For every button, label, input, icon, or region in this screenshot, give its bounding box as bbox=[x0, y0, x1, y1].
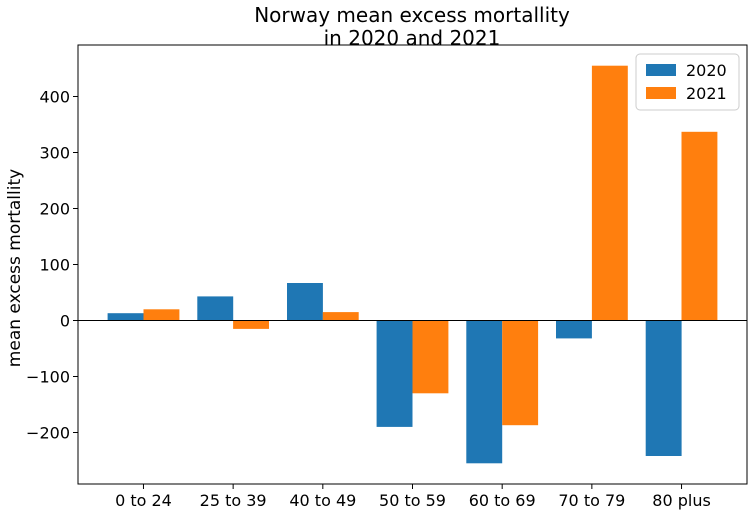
legend-swatch-2020 bbox=[646, 64, 676, 76]
bar-2021-5 bbox=[591, 65, 628, 321]
y-axis-label: mean excess mortallity bbox=[5, 169, 25, 367]
x-tick-label: 40 to 49 bbox=[289, 491, 356, 510]
chart-title-line-2: in 2020 and 2021 bbox=[324, 26, 501, 50]
bar-2021-1 bbox=[233, 320, 269, 329]
bars-group bbox=[107, 65, 718, 464]
legend-swatch-2021 bbox=[646, 87, 676, 99]
legend-label-2021: 2021 bbox=[686, 84, 727, 103]
y-tick-label: 0 bbox=[60, 311, 70, 330]
bar-2021-2 bbox=[322, 312, 359, 321]
bar-2020-3 bbox=[376, 320, 413, 427]
bar-2020-0 bbox=[107, 313, 144, 321]
x-tick-label: 70 to 79 bbox=[558, 491, 625, 510]
x-tick-label: 50 to 59 bbox=[379, 491, 446, 510]
bar-2020-2 bbox=[287, 283, 323, 321]
y-tick-label: 200 bbox=[39, 200, 70, 219]
bar-2021-6 bbox=[681, 131, 718, 321]
legend-label-2020: 2020 bbox=[686, 61, 727, 80]
x-tick-label: 25 to 39 bbox=[200, 491, 267, 510]
x-axis: 0 to 24 25 to 39 40 to 49 50 to 59 60 to 69 7… bbox=[115, 484, 711, 510]
bar-2020-6 bbox=[645, 320, 682, 456]
x-tick-label: 60 to 69 bbox=[469, 491, 536, 510]
y-tick-label: 100 bbox=[39, 256, 70, 275]
y-tick-label: 400 bbox=[39, 88, 70, 107]
legend: 2020 2021 bbox=[635, 53, 740, 111]
bar-2020-4 bbox=[466, 320, 503, 464]
y-tick-label: −200 bbox=[26, 423, 70, 442]
bar-2021-0 bbox=[143, 309, 180, 321]
x-tick-label: 0 to 24 bbox=[115, 491, 172, 510]
y-tick-label: 300 bbox=[39, 144, 70, 163]
bar-2020-1 bbox=[197, 296, 234, 321]
x-tick-label: 80 plus bbox=[652, 491, 711, 510]
y-axis: −200 −100 0 100 200 300 400 bbox=[26, 88, 78, 442]
y-tick-label: −100 bbox=[26, 367, 70, 386]
bar-2020-5 bbox=[556, 320, 592, 339]
bar-2021-3 bbox=[412, 320, 449, 394]
bar-2021-4 bbox=[502, 320, 539, 426]
chart-title-line-1: Norway mean excess mortallity bbox=[254, 3, 570, 27]
